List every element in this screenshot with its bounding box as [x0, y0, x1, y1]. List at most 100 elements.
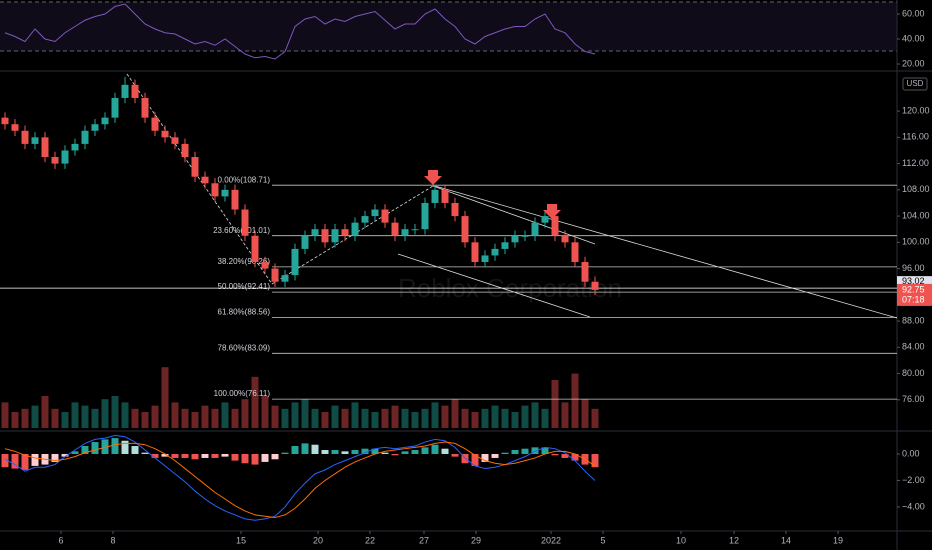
volume-bar — [41, 396, 49, 428]
trend-line — [397, 253, 591, 318]
volume-bar — [51, 408, 59, 428]
macd-histogram — [431, 444, 439, 454]
volume-bar — [321, 412, 329, 428]
macd-histogram — [481, 453, 489, 462]
volume-bar — [71, 402, 79, 428]
y-tick-label: 60.00 — [902, 8, 925, 18]
macd-histogram — [561, 453, 569, 458]
volume-bar — [111, 396, 119, 428]
candle-body — [131, 84, 139, 98]
volume-bar — [181, 408, 189, 428]
macd-histogram — [61, 453, 69, 457]
x-tick-label: 10 — [676, 535, 686, 545]
candle-body — [171, 137, 179, 144]
volume-bar — [501, 408, 509, 428]
volume-bar — [361, 408, 369, 428]
candle-body — [381, 209, 389, 223]
x-tick-label: 27 — [419, 535, 429, 545]
macd-histogram — [301, 443, 309, 454]
marker-price-label: 93.02 — [902, 276, 925, 286]
candle-body — [481, 255, 489, 263]
candle-body — [221, 189, 229, 197]
macd-histogram — [171, 453, 179, 458]
macd-histogram — [421, 447, 429, 454]
macd-histogram — [451, 453, 459, 457]
macd-histogram — [571, 453, 579, 461]
volume-bar — [171, 402, 179, 428]
macd-histogram — [291, 446, 299, 454]
candle-body — [361, 216, 369, 223]
candle-body — [591, 281, 599, 290]
volume-bar — [221, 402, 229, 428]
macd-histogram — [211, 453, 219, 458]
candle-body — [311, 229, 319, 236]
candle-body — [491, 248, 499, 256]
x-tick-label: 6 — [58, 535, 63, 545]
candle-body — [21, 130, 29, 144]
macd-histogram — [491, 453, 499, 458]
volume-bar — [121, 402, 129, 428]
macd-histogram — [81, 446, 89, 454]
y-tick-label: 96.00 — [902, 263, 925, 273]
candle-body — [161, 130, 169, 138]
candle-body — [41, 137, 49, 158]
currency: USD — [907, 79, 924, 88]
candle-body — [401, 229, 409, 236]
fib-label: 38.20%(96.26) — [218, 257, 271, 266]
macd-histogram — [161, 453, 169, 457]
candle-body — [101, 117, 109, 125]
volume-bar — [451, 399, 459, 428]
macd-histogram — [461, 453, 469, 464]
volume-bar — [191, 412, 199, 428]
x-tick-label: 12 — [729, 535, 739, 545]
arrow-marker — [424, 170, 442, 185]
candle-body — [121, 84, 129, 98]
candle-body — [521, 235, 529, 237]
macd-histogram — [591, 453, 599, 468]
macd-histogram — [351, 450, 359, 454]
volume-bar — [91, 408, 99, 428]
macd-histogram — [51, 453, 59, 462]
candle-body — [111, 97, 119, 118]
candle-body — [71, 143, 79, 151]
volume-bar — [81, 405, 89, 428]
macd-histogram — [221, 453, 229, 457]
candle-body — [11, 124, 19, 131]
candle-body — [81, 130, 89, 144]
marker-price-badge — [897, 276, 932, 288]
macd-histogram — [511, 450, 519, 454]
fib-diagonal — [126, 73, 273, 285]
volume-bar — [471, 412, 479, 428]
macd-histogram — [341, 451, 349, 454]
volume-bar — [131, 408, 139, 428]
y-tick-label: −2.00 — [902, 475, 925, 485]
y-tick-label: 40.00 — [902, 33, 925, 43]
candle-body — [181, 143, 189, 158]
y-tick-label: 20.00 — [902, 58, 925, 68]
macd-histogram — [151, 453, 159, 458]
y-tick-label: 120.00 — [902, 105, 930, 115]
macd-histogram — [501, 452, 509, 454]
macd-histogram — [11, 453, 19, 469]
candle-body — [271, 268, 279, 282]
volume-bar — [1, 402, 9, 428]
volume-bar — [391, 405, 399, 428]
y-tick-label: 100.00 — [902, 237, 930, 247]
y-tick-label: 108.00 — [902, 184, 930, 194]
volume-bar — [311, 408, 319, 428]
candle-body — [211, 183, 219, 197]
currency-box — [902, 77, 928, 91]
rsi-band — [0, 2, 897, 51]
volume-bar — [301, 399, 309, 428]
volume-bar — [461, 408, 469, 428]
candle-body — [151, 117, 159, 131]
candle-body — [451, 202, 459, 217]
candle-body — [61, 150, 69, 164]
macd-histogram — [311, 444, 319, 454]
macd-histogram — [271, 453, 279, 460]
y-tick-label: 116.00 — [902, 132, 929, 142]
volume-bar — [571, 373, 579, 428]
candle-body — [261, 262, 269, 269]
macd-histogram — [441, 448, 449, 454]
macd-line — [4, 441, 596, 519]
